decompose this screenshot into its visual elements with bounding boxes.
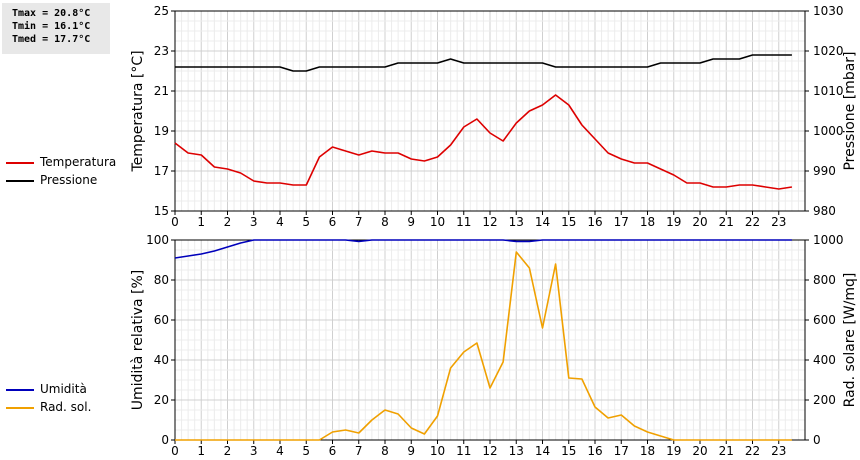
top-x-tick-label: 19 (666, 215, 681, 229)
top-y2-tick-label: 1020 (813, 44, 844, 58)
top-y2-tick-label: 1010 (813, 84, 844, 98)
bottom-y2-tick-label: 400 (813, 353, 836, 367)
top-y2-tick-label: 1030 (813, 4, 844, 18)
top-x-tick-label: 1 (197, 215, 205, 229)
top-x-tick-label: 13 (509, 215, 524, 229)
top-x-tick-label: 10 (430, 215, 445, 229)
bottom-y-axis-title: Umidità relativa [%] (130, 270, 146, 411)
bottom-x-tick-label: 13 (509, 444, 524, 458)
top-x-tick-label: 22 (745, 215, 760, 229)
top-x-tick-label: 17 (614, 215, 629, 229)
top-x-tick-label: 6 (329, 215, 337, 229)
bottom-y2-tick-label: 200 (813, 393, 836, 407)
top-x-tick-label: 8 (381, 215, 389, 229)
bottom-y-tick-label: 40 (154, 353, 169, 367)
top-y-axis-title: Temperatura [°C] (130, 50, 146, 172)
bottom-x-tick-label: 19 (666, 444, 681, 458)
top-x-tick-label: 12 (482, 215, 497, 229)
bottom-x-tick-label: 17 (614, 444, 629, 458)
top-x-tick-label: 2 (224, 215, 232, 229)
top-series-pressione-line (175, 54, 792, 72)
top-x-tick-label: 23 (771, 215, 786, 229)
bottom-x-tick-label: 10 (430, 444, 445, 458)
bottom-y2-tick-label: 600 (813, 313, 836, 327)
top-x-tick-label: 15 (561, 215, 576, 229)
top-y2-axis-title: Pressione [mbar] (842, 51, 858, 170)
top-x-tick-label: 3 (250, 215, 258, 229)
bottom-x-tick-label: 3 (250, 444, 258, 458)
top-x-tick-label: 14 (535, 215, 550, 229)
legend-label-rad-sol: Rad. sol. (40, 400, 92, 414)
bottom-x-tick-label: 2 (224, 444, 232, 458)
bottom-y2-axis-title: Rad. solare [W/mq] (842, 273, 858, 408)
bottom-x-tick-label: 14 (535, 444, 550, 458)
legend-label-pressione: Pressione (40, 173, 98, 187)
bottom-y-tick-label: 80 (154, 273, 169, 287)
bottom-x-tick-label: 1 (197, 444, 205, 458)
bottom-x-tick-label: 0 (171, 444, 179, 458)
top-y2-tick-label: 990 (813, 164, 836, 178)
top-y2-tick-label: 1000 (813, 124, 844, 138)
bottom-y-tick-label: 20 (154, 393, 169, 407)
bottom-y-tick-label: 60 (154, 313, 169, 327)
top-x-tick-label: 4 (276, 215, 284, 229)
bottom-y-tick-label: 0 (161, 433, 169, 447)
top-x-tick-label: 18 (640, 215, 655, 229)
tmed-readout: Tmed = 17.7°C (12, 34, 91, 45)
legend-swatch-umidita (6, 389, 34, 391)
bottom-x-tick-label: 4 (276, 444, 284, 458)
tmin-readout: Tmin = 16.1°C (12, 21, 91, 32)
top-y-tick-label: 19 (154, 124, 169, 138)
legend-label-umidita: Umidità (40, 382, 87, 396)
top-series-temperatura-line (174, 94, 793, 190)
top-x-tick-label: 11 (456, 215, 471, 229)
stats-box: Tmax = 20.8°C Tmin = 16.1°C Tmed = 17.7°… (2, 3, 110, 54)
top-x-tick-label: 9 (407, 215, 415, 229)
bottom-x-tick-label: 7 (355, 444, 363, 458)
bottom-y2-tick-label: 0 (813, 433, 821, 447)
bottom-x-tick-label: 16 (587, 444, 602, 458)
legend-swatch-rad-sol (6, 407, 34, 409)
top-y-tick-label: 15 (154, 204, 169, 218)
bottom-x-tick-label: 5 (302, 444, 310, 458)
bottom-x-tick-label: 9 (407, 444, 415, 458)
top-x-tick-label: 21 (719, 215, 734, 229)
top-y-tick-label: 25 (154, 4, 169, 18)
bottom-x-tick-label: 21 (719, 444, 734, 458)
bottom-x-tick-label: 18 (640, 444, 655, 458)
bottom-x-tick-label: 8 (381, 444, 389, 458)
top-x-tick-label: 20 (692, 215, 707, 229)
bottom-x-tick-label: 20 (692, 444, 707, 458)
bottom-x-tick-label: 11 (456, 444, 471, 458)
top-y-tick-label: 17 (154, 164, 169, 178)
top-x-tick-label: 7 (355, 215, 363, 229)
bottom-x-tick-label: 6 (329, 444, 337, 458)
bottom-x-tick-label: 12 (482, 444, 497, 458)
legend-label-temperatura: Temperatura (40, 155, 117, 169)
top-y-tick-label: 23 (154, 44, 169, 58)
bottom-series-rad-sol-line (175, 251, 792, 441)
bottom-x-tick-label: 22 (745, 444, 760, 458)
top-y2-tick-label: 980 (813, 204, 836, 218)
top-x-tick-label: 16 (587, 215, 602, 229)
legend-swatch-temperatura (6, 162, 34, 164)
top-y-tick-label: 21 (154, 84, 169, 98)
bottom-x-tick-label: 23 (771, 444, 786, 458)
bottom-y2-tick-label: 800 (813, 273, 836, 287)
top-x-tick-label: 0 (171, 215, 179, 229)
bottom-y2-tick-label: 1000 (813, 233, 844, 247)
bottom-series-umidit-line (174, 239, 792, 259)
top-x-tick-label: 5 (302, 215, 310, 229)
legend-swatch-pressione (6, 180, 34, 182)
bottom-x-tick-label: 15 (561, 444, 576, 458)
bottom-y-tick-label: 100 (146, 233, 169, 247)
tmax-readout: Tmax = 20.8°C (12, 8, 91, 19)
